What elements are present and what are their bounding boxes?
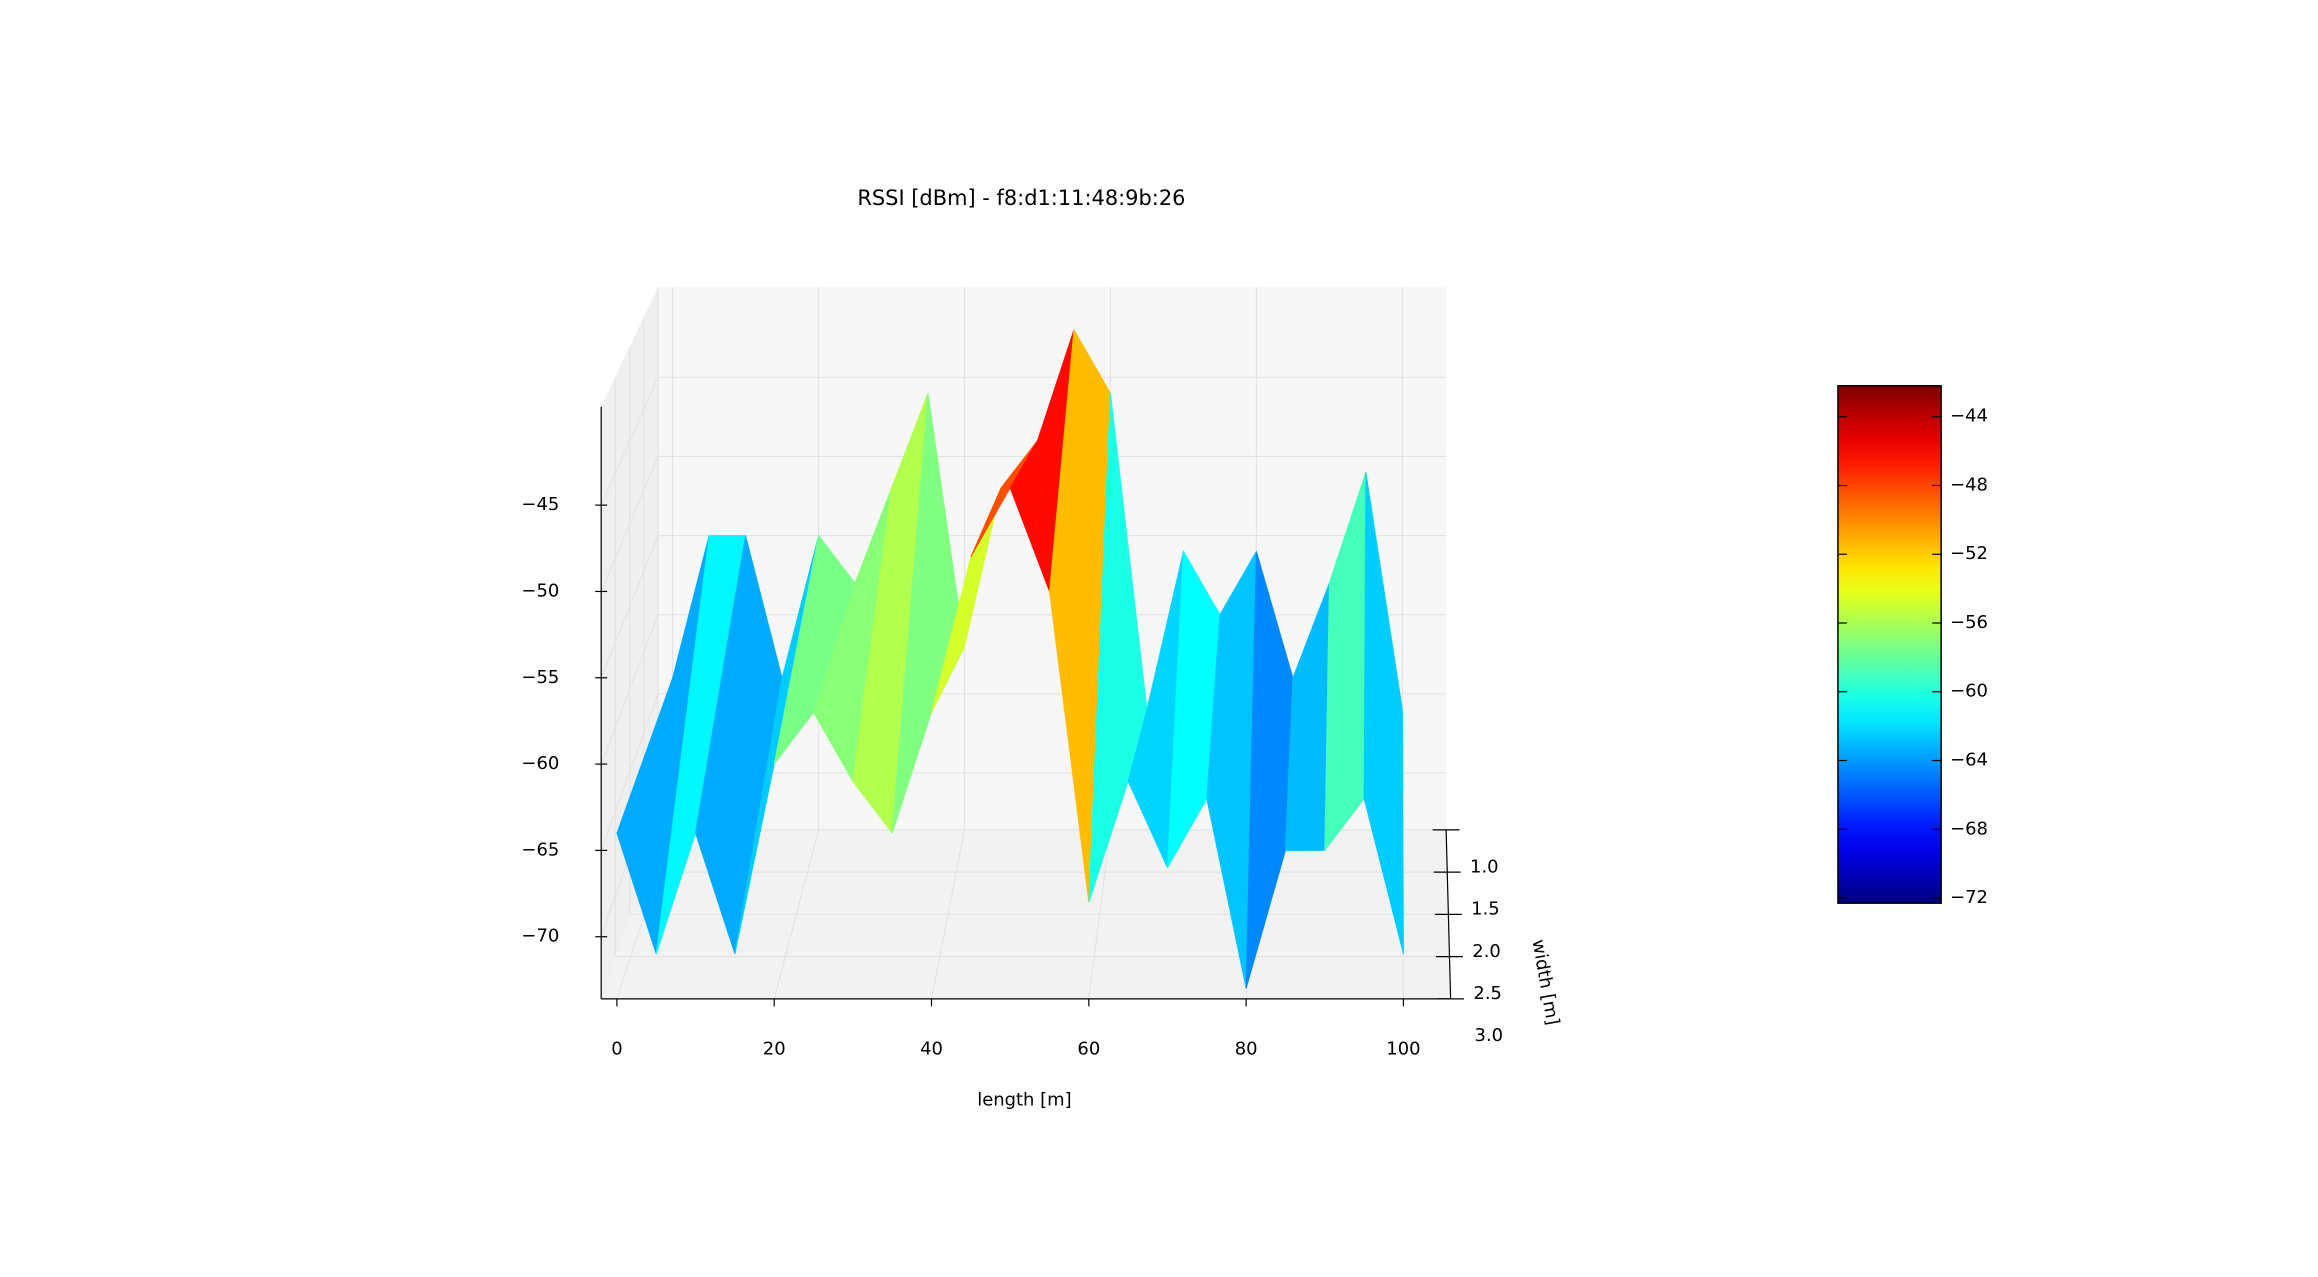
y-tick-label: 1.5 [1471, 899, 1500, 920]
axes: 0 20 40 60 80 100 1.0 1.5 2.0 2.5 3.0 −45 −50 −55 −60 −… [521, 406, 1504, 1060]
x-tick-label: 40 [920, 1039, 943, 1060]
colorbar-tick-label: −60 [1950, 681, 1988, 702]
z-tick-label: −45 [521, 494, 559, 515]
y-tick-label: 2.0 [1472, 941, 1501, 962]
colorbar-tick-label: −56 [1950, 612, 1988, 633]
x-tick-label: 20 [763, 1039, 786, 1060]
z-tick-label: −65 [521, 839, 559, 860]
z-tick-label: −60 [521, 753, 559, 774]
z-tick-label: −55 [521, 667, 559, 688]
colorbar-scale [1837, 385, 1942, 904]
z-tick-label: −50 [521, 580, 559, 601]
colorbar-tick-label: −72 [1950, 887, 1988, 908]
colorbar: −44 −48 −52 −56 −60 −64 −68 −72 [1837, 385, 1988, 908]
x-tick-label: 100 [1386, 1039, 1420, 1060]
y-axis-label: width [m] [1527, 938, 1563, 1027]
colorbar-tick-label: −44 [1950, 406, 1988, 427]
colorbar-tick-label: −68 [1950, 818, 1988, 839]
x-tick-label: 0 [611, 1039, 622, 1060]
chart-title: RSSI [dBm] - f8:d1:11:48:9b:26 [857, 186, 1185, 210]
grid-line [600, 614, 659, 765]
z-tick-label: −70 [521, 926, 559, 947]
surface [616, 328, 1404, 989]
grid-line [600, 693, 659, 851]
colorbar-tick-label: −48 [1950, 474, 1988, 495]
colorbar-tick-label: −64 [1950, 750, 1988, 771]
grid-line [600, 456, 659, 592]
y-tick-label: 3.0 [1475, 1025, 1504, 1046]
colorbar-tick-label: −52 [1950, 543, 1988, 564]
y-tick-label: 2.5 [1473, 983, 1502, 1004]
y-tick-label: 1.0 [1470, 856, 1499, 877]
grid-line [600, 377, 659, 506]
surface-face [1363, 472, 1404, 955]
y-axis-line [1445, 829, 1452, 999]
x-axis-label: length [m] [977, 1090, 1071, 1111]
x-tick-label: 80 [1235, 1039, 1258, 1060]
grid-line [600, 535, 659, 678]
x-tick-label: 60 [1077, 1039, 1100, 1060]
